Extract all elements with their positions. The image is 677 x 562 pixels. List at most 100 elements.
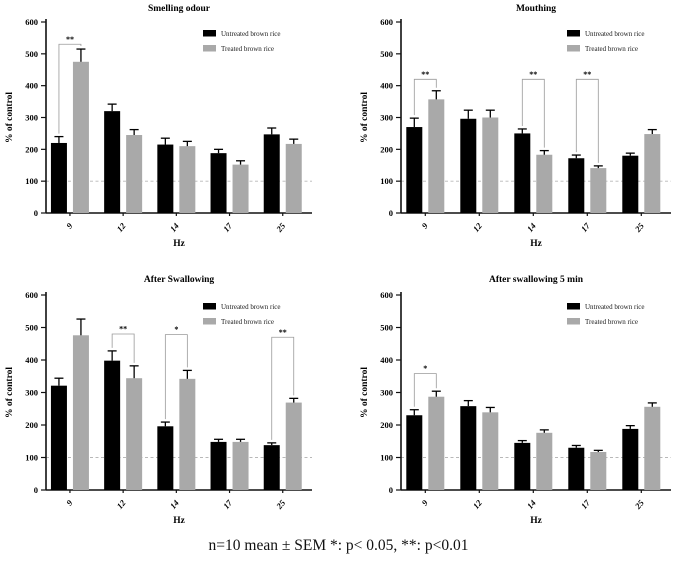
bar	[428, 99, 445, 213]
bar	[263, 445, 280, 490]
y-tick-label: 300	[380, 113, 393, 123]
significance-label: *	[423, 364, 427, 373]
y-tick-label: 500	[25, 49, 38, 59]
legend-swatch	[567, 45, 580, 52]
significance-bracket	[164, 334, 188, 420]
significance-bracket	[58, 43, 82, 134]
y-tick-label: 200	[25, 144, 38, 154]
significance-bracket	[413, 78, 437, 116]
bar	[644, 406, 661, 490]
bar	[157, 426, 174, 490]
bar	[590, 168, 607, 213]
x-tick-label: 17	[579, 220, 593, 234]
bar	[157, 144, 174, 213]
y-tick-label: 0	[389, 208, 393, 218]
bar	[460, 406, 477, 490]
y-tick-label: 200	[25, 420, 38, 430]
y-tick-label: 100	[380, 176, 393, 186]
y-tick-label: 400	[380, 81, 393, 91]
chart-title: After swallowing 5 min	[489, 275, 584, 285]
legend-swatch	[203, 30, 216, 37]
significance-bracket	[271, 336, 295, 440]
y-tick-label: 400	[25, 355, 38, 365]
y-tick-label: 200	[380, 420, 393, 430]
x-tick-label: 17	[579, 497, 593, 511]
legend-swatch	[203, 318, 216, 325]
x-tick-label: 12	[115, 220, 129, 234]
y-tick-label: 600	[380, 290, 393, 300]
bar	[179, 146, 196, 213]
legend-label: Treated brown rice	[221, 318, 274, 326]
y-tick-label: 0	[389, 485, 393, 495]
legend-swatch	[567, 318, 580, 325]
bar	[622, 428, 639, 490]
bar	[622, 155, 639, 213]
legend-label: Treated brown rice	[585, 318, 638, 326]
x-axis-label: Hz	[530, 516, 542, 526]
y-tick-label: 300	[380, 388, 393, 398]
significance-label: **	[279, 328, 287, 337]
y-axis-label: % of control	[360, 92, 370, 143]
legend-swatch	[203, 45, 216, 52]
y-tick-label: 600	[380, 17, 393, 27]
bar	[263, 134, 280, 213]
bar	[72, 61, 89, 213]
bar	[590, 451, 607, 490]
y-axis-label: % of control	[5, 367, 15, 418]
chart-smelling-odour: Smelling odour 0 100 200 300 400 500 600 % of co…	[0, 0, 339, 252]
x-tick-label: 25	[274, 497, 288, 511]
legend-label: Treated brown rice	[221, 45, 274, 53]
y-tick-label: 600	[25, 290, 38, 300]
y-tick-label: 500	[25, 323, 38, 333]
significance-label: **	[66, 35, 74, 44]
x-axis-label: Hz	[530, 239, 542, 249]
y-tick-label: 400	[380, 355, 393, 365]
x-tick-label: 14	[168, 221, 181, 234]
bar	[406, 127, 423, 213]
y-tick-label: 200	[380, 144, 393, 154]
x-tick-label: 14	[525, 221, 538, 234]
legend-label: Untreated brown rice	[585, 30, 644, 38]
chart-mouthing: Mouthing 0 100 200 300 400 500 600 % of control 9…	[339, 0, 677, 252]
y-tick-label: 0	[34, 485, 38, 495]
x-tick-label: 12	[471, 497, 485, 511]
x-tick-label: 17	[221, 220, 235, 234]
x-tick-label: 9	[64, 497, 75, 507]
bar	[514, 133, 531, 213]
chart-svg-smelling-odour: Smelling odour 0 100 200 300 400 500 600 % of co…	[5, 4, 312, 249]
x-tick-label: 9	[419, 497, 430, 507]
significance-label: **	[529, 70, 537, 79]
bar	[50, 142, 67, 213]
y-tick-label: 300	[25, 113, 38, 123]
bar	[126, 378, 143, 490]
x-axis-label: Hz	[173, 516, 185, 526]
bar	[568, 158, 585, 213]
chart-title: Mouthing	[516, 4, 556, 14]
legend-label: Treated brown rice	[585, 45, 638, 53]
y-tick-label: 0	[34, 208, 38, 218]
x-axis-label: Hz	[173, 239, 185, 249]
y-tick-label: 500	[380, 323, 393, 333]
x-tick-label: 9	[64, 220, 75, 230]
legend-label: Untreated brown rice	[585, 303, 644, 311]
x-tick-label: 25	[632, 220, 646, 234]
chart-title: Smelling odour	[148, 4, 211, 14]
bar	[104, 360, 121, 490]
bar	[50, 385, 67, 490]
y-tick-label: 100	[380, 453, 393, 463]
x-tick-label: 9	[419, 220, 430, 230]
chart-after-swallowing-5-min: After swallowing 5 min 0 100 200 300 400 500 60…	[339, 252, 677, 530]
bar	[406, 415, 423, 490]
bar	[104, 111, 121, 213]
chart-after-swallowing: After Swallowing 0 100 200 300 400 500 600 % of …	[0, 252, 339, 530]
chart-svg-after-swallowing: After Swallowing 0 100 200 300 400 500 600 % of …	[5, 275, 312, 526]
bar	[232, 164, 249, 213]
x-tick-label: 12	[471, 220, 485, 234]
bar	[644, 134, 661, 213]
significance-bracket	[521, 78, 545, 148]
y-axis-label: % of control	[360, 367, 370, 418]
y-tick-label: 400	[25, 81, 38, 91]
significance-label: **	[421, 70, 429, 79]
bar	[428, 396, 445, 490]
